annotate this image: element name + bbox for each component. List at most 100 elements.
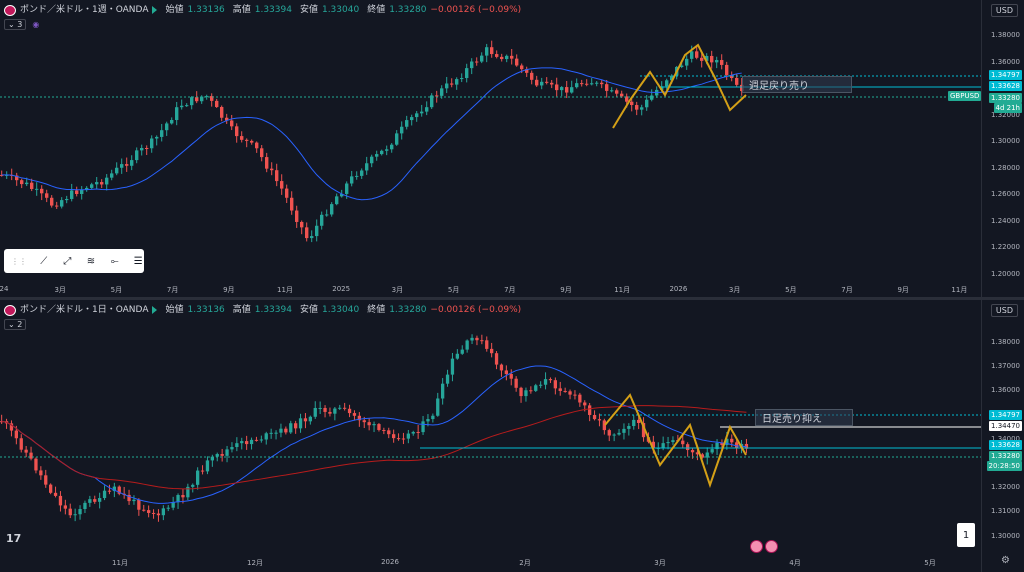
time-tick: 2月	[519, 559, 531, 567]
pane-separator[interactable]	[0, 297, 1024, 300]
price-tick: 1.34000	[991, 434, 1020, 443]
daily-chart-canvas[interactable]	[0, 300, 982, 554]
weekly-price-axis[interactable]: USD 1.380001.360001.340001.320001.300001…	[948, 0, 1024, 297]
candle-body	[274, 432, 278, 434]
price-tick: 1.38000	[991, 31, 1020, 39]
horizontal-ray-icon[interactable]: ⟜	[110, 255, 119, 267]
candle-body	[543, 379, 548, 385]
ray-icon[interactable]: ⤢	[63, 255, 72, 267]
drawing-toolbar[interactable]: ⋮⋮ ⟋ ⤢ ≋ ⟜ ☰	[4, 249, 144, 273]
symbol-title[interactable]: ポンド／米ドル・1日・OANDA	[20, 305, 149, 315]
indicator-toggle[interactable]: ⌄ 3 ◉	[4, 19, 39, 30]
time-tick: 3月	[654, 559, 666, 567]
candle-body	[176, 495, 180, 503]
weekly-time-axis[interactable]: 24 3月 5月 7月 9月 11月 2025 3月 5月 7月 9月 11月 2026 3月 5月 7月 9月…	[0, 283, 982, 297]
candle-body	[325, 214, 329, 216]
currency-selector[interactable]: USD	[990, 304, 1018, 317]
candle-body	[65, 198, 69, 201]
candle-body	[681, 440, 685, 445]
candle-body	[45, 193, 49, 198]
price-tick: 1.22000	[991, 243, 1020, 251]
candle-body	[160, 130, 164, 137]
indicator-collapse-button[interactable]: ⌄ 3	[4, 19, 27, 30]
price-tick: 1.24000	[991, 216, 1020, 225]
price-tick: 1.31000	[991, 507, 1020, 516]
candle-body	[540, 81, 544, 86]
candle-body	[142, 509, 146, 511]
time-tick: 3月	[728, 286, 741, 294]
drag-handle-icon[interactable]: ⋮⋮	[11, 256, 27, 266]
fib-icon[interactable]: ≋	[86, 255, 96, 267]
tradingview-logo[interactable]: 17	[6, 532, 22, 545]
candle-body	[49, 484, 53, 493]
weekly-chart-canvas[interactable]	[0, 0, 982, 283]
candle-body	[470, 337, 474, 341]
indicator-collapse-button[interactable]: ⌄ 2	[4, 319, 27, 330]
candle-body	[670, 75, 674, 81]
candle-body	[352, 413, 357, 416]
daily-price-axis[interactable]: USD 1.380001.370001.360001.350001.340001…	[981, 300, 1024, 572]
low-value: 1.33040	[321, 5, 360, 15]
symbol-title[interactable]: ポンド／米ドル・1週・OANDA	[20, 5, 149, 15]
daily-legend: ポンド／米ドル・1日・OANDA 始値 1.33136 高値 1.33394 安値 1…	[4, 304, 521, 316]
candle-body	[630, 101, 634, 106]
candle-body	[313, 407, 317, 417]
candle-body	[590, 83, 594, 85]
close-label: 終値	[367, 5, 386, 15]
candle-body	[651, 441, 655, 449]
page-number-badge[interactable]: 1	[957, 523, 975, 547]
candle-body	[710, 449, 714, 453]
weekly-chart-pane[interactable]: ポンド／米ドル・1週・OANDA 始値 1.33136 高値 1.33394 安値 1…	[0, 0, 1024, 297]
candle-body	[615, 90, 619, 94]
daily-annotation[interactable]: 日足売り抑え	[755, 409, 853, 426]
time-tick: 5月	[785, 286, 797, 294]
candle-body	[504, 370, 508, 375]
candle-body	[505, 55, 509, 60]
candle-body	[355, 175, 359, 177]
weekly-annotation[interactable]: 週足戻り売り	[742, 76, 852, 93]
candle-body	[705, 55, 709, 61]
candle-body	[509, 374, 513, 379]
last-price-label: 1.33280	[989, 451, 1022, 461]
candle-body	[686, 444, 690, 451]
candle-body	[95, 182, 99, 185]
candle-body	[573, 394, 577, 396]
candle-body	[499, 364, 504, 371]
candle-body	[480, 55, 484, 62]
daily-chart-pane[interactable]: ポンド／米ドル・1日・OANDA 始値 1.33136 高値 1.33394 安値 1…	[0, 300, 1024, 572]
candle-body	[465, 340, 469, 350]
candle-body	[303, 418, 308, 422]
parallel-channel-icon[interactable]: ☰	[133, 255, 143, 267]
candle-body	[640, 107, 644, 110]
candle-body	[396, 438, 401, 440]
currency-selector[interactable]: USD	[990, 4, 1018, 17]
candle-body	[115, 167, 119, 174]
eye-icon[interactable]: ◉	[32, 20, 40, 29]
price-label-1: 1.34797	[989, 70, 1022, 80]
indicator-toggle[interactable]: ⌄ 2	[4, 319, 27, 330]
candle-body	[539, 384, 543, 386]
candle-body	[305, 227, 309, 239]
candle-body	[680, 65, 684, 67]
candle-body	[690, 51, 694, 59]
candle-body	[205, 96, 209, 98]
time-tick: 11月	[112, 559, 128, 567]
candle-body	[661, 443, 665, 448]
event-icon[interactable]	[750, 540, 763, 553]
candle-body	[400, 126, 404, 134]
candle-body	[387, 430, 391, 435]
candle-body	[200, 96, 204, 102]
candle-body	[318, 407, 322, 409]
event-icon[interactable]	[765, 540, 778, 553]
trendline-icon[interactable]: ⟋	[40, 255, 48, 267]
candle-body	[102, 490, 107, 499]
price-tick: 1.30000	[991, 531, 1020, 540]
gear-icon[interactable]: ⚙	[1001, 555, 1010, 566]
bar-timer: 4d 21h	[993, 103, 1022, 113]
daily-time-axis[interactable]: 11月 12月 2026 2月 3月 4月 5月	[0, 556, 982, 570]
candle-body	[245, 441, 249, 445]
indicator-count: 3	[17, 20, 23, 29]
candle-body	[519, 387, 523, 397]
economic-events[interactable]	[750, 540, 778, 553]
candle-body	[195, 97, 199, 102]
